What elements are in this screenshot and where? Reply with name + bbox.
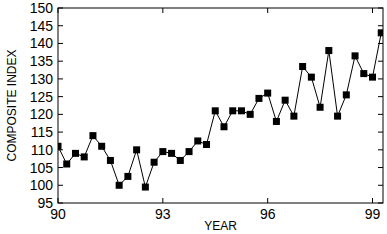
data-point <box>220 123 227 130</box>
y-tick <box>378 96 383 97</box>
data-point <box>116 182 123 189</box>
y-tick <box>378 185 383 186</box>
y-axis-label: COMPOSITE INDEX <box>5 49 19 161</box>
y-tick <box>378 132 383 133</box>
data-point <box>299 63 306 70</box>
y-tick-label: 130 <box>30 71 54 87</box>
data-point <box>238 107 245 114</box>
data-point <box>212 107 219 114</box>
x-tick <box>267 198 268 203</box>
y-tick <box>378 167 383 168</box>
y-tick-label: 135 <box>30 53 54 69</box>
data-point <box>124 173 131 180</box>
data-point <box>63 161 70 168</box>
data-point <box>308 74 315 81</box>
data-point <box>282 97 289 104</box>
x-tick <box>58 8 59 13</box>
y-tick-label: 145 <box>30 18 54 34</box>
y-tick <box>58 25 63 26</box>
data-point <box>107 157 114 164</box>
y-tick <box>58 96 63 97</box>
data-point <box>378 29 383 36</box>
x-tick-label: 90 <box>50 206 66 222</box>
y-tick-label: 110 <box>31 142 54 158</box>
data-point <box>159 148 166 155</box>
data-point <box>360 70 367 77</box>
data-point <box>186 148 193 155</box>
y-tick <box>378 114 383 115</box>
y-tick-label: 150 <box>30 0 54 16</box>
data-point <box>58 143 62 150</box>
chart: 9510010511011512012513013514014515090939… <box>0 0 387 234</box>
data-point <box>264 90 271 97</box>
data-point <box>72 150 79 157</box>
data-point <box>98 143 105 150</box>
y-tick <box>58 8 63 9</box>
data-point <box>194 137 201 144</box>
x-tick-label: 99 <box>365 206 381 222</box>
data-point <box>89 132 96 139</box>
x-axis-label: YEAR <box>204 219 237 233</box>
y-tick <box>378 203 383 204</box>
y-tick-label: 115 <box>31 124 54 140</box>
x-tick-label: 96 <box>260 206 276 222</box>
data-point <box>133 146 140 153</box>
x-tick <box>267 8 268 13</box>
y-tick <box>58 185 63 186</box>
x-tick <box>162 198 163 203</box>
data-point <box>151 159 158 166</box>
x-tick <box>58 198 59 203</box>
data-point <box>203 141 210 148</box>
y-tick <box>58 132 63 133</box>
y-tick <box>58 61 63 62</box>
data-point <box>247 111 254 118</box>
y-tick-label: 100 <box>30 177 54 193</box>
y-tick <box>58 43 63 44</box>
y-tick <box>378 78 383 79</box>
series-group <box>58 29 383 190</box>
x-tick <box>372 8 373 13</box>
data-point <box>317 104 324 111</box>
y-tick-label: 105 <box>30 160 54 176</box>
data-point <box>352 52 359 59</box>
y-tick <box>378 61 383 62</box>
y-tick <box>58 114 63 115</box>
data-point <box>334 113 341 120</box>
chart-container: 9510010511011512012513013514014515090939… <box>0 0 387 234</box>
y-tick-label: 125 <box>30 89 54 105</box>
data-point <box>168 150 175 157</box>
data-point <box>229 107 236 114</box>
y-tick <box>378 25 383 26</box>
data-point <box>255 95 262 102</box>
data-point <box>81 153 88 160</box>
y-tick-label: 120 <box>30 106 54 122</box>
x-tick <box>162 8 163 13</box>
y-tick <box>58 167 63 168</box>
data-point <box>177 157 184 164</box>
plot-frame <box>58 8 383 203</box>
y-tick-label: 140 <box>30 35 54 51</box>
data-point <box>343 91 350 98</box>
data-point <box>290 113 297 120</box>
data-point <box>273 118 280 125</box>
y-tick <box>378 8 383 9</box>
data-point <box>142 184 149 191</box>
x-tick-label: 93 <box>155 206 171 222</box>
data-point <box>369 74 376 81</box>
y-tick <box>58 78 63 79</box>
y-tick <box>58 203 63 204</box>
series-line <box>58 33 381 187</box>
y-tick <box>378 149 383 150</box>
data-point <box>325 47 332 54</box>
x-tick <box>372 198 373 203</box>
